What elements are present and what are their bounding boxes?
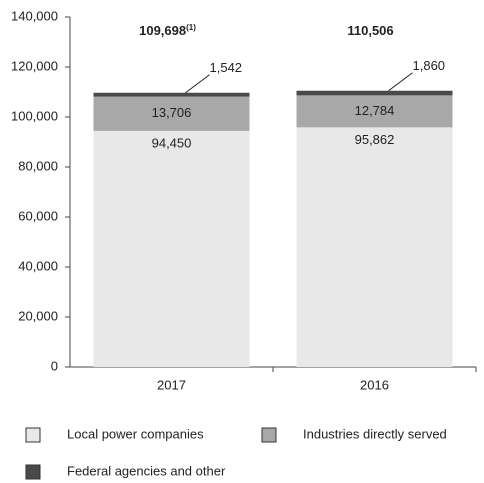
legend-swatch <box>261 427 277 443</box>
legend-swatch <box>25 427 41 443</box>
bar-segment <box>296 95 453 128</box>
total-label: 110,506 <box>347 23 393 38</box>
total-label: 109,698(1) <box>139 23 196 38</box>
bar-segment <box>93 130 250 367</box>
legend-label: Local power companies <box>67 426 204 441</box>
x-tick-label: 2016 <box>360 377 389 392</box>
y-tick-label: 140,000 <box>11 8 58 23</box>
legend-label: Federal agencies and other <box>67 463 226 478</box>
leader-line <box>185 74 210 94</box>
total-value: 110,506 <box>347 23 393 38</box>
bar-segment <box>93 92 250 97</box>
value-label: 95,862 <box>355 132 395 147</box>
value-label: 1,542 <box>210 60 243 75</box>
total-value: 109,698 <box>139 23 186 38</box>
y-tick-label: 40,000 <box>18 258 58 273</box>
x-tick-label: 2017 <box>157 377 186 392</box>
value-label: 13,706 <box>152 105 192 120</box>
bar-segment <box>296 90 453 96</box>
value-label: 12,784 <box>355 103 395 118</box>
y-tick-label: 60,000 <box>18 208 58 223</box>
y-tick-label: 0 <box>51 358 58 373</box>
legend-swatch <box>25 464 41 480</box>
bar-segment <box>93 96 250 131</box>
value-label: 94,450 <box>152 135 192 150</box>
legend-label: Industries directly served <box>303 426 447 441</box>
y-tick-label: 80,000 <box>18 158 58 173</box>
y-tick-label: 120,000 <box>11 58 58 73</box>
value-label: 1,860 <box>413 58 446 73</box>
bar-segment <box>296 127 453 367</box>
y-tick-label: 100,000 <box>11 108 58 123</box>
y-tick-label: 20,000 <box>18 308 58 323</box>
total-note: (1) <box>186 23 196 32</box>
leader-line <box>388 72 413 92</box>
